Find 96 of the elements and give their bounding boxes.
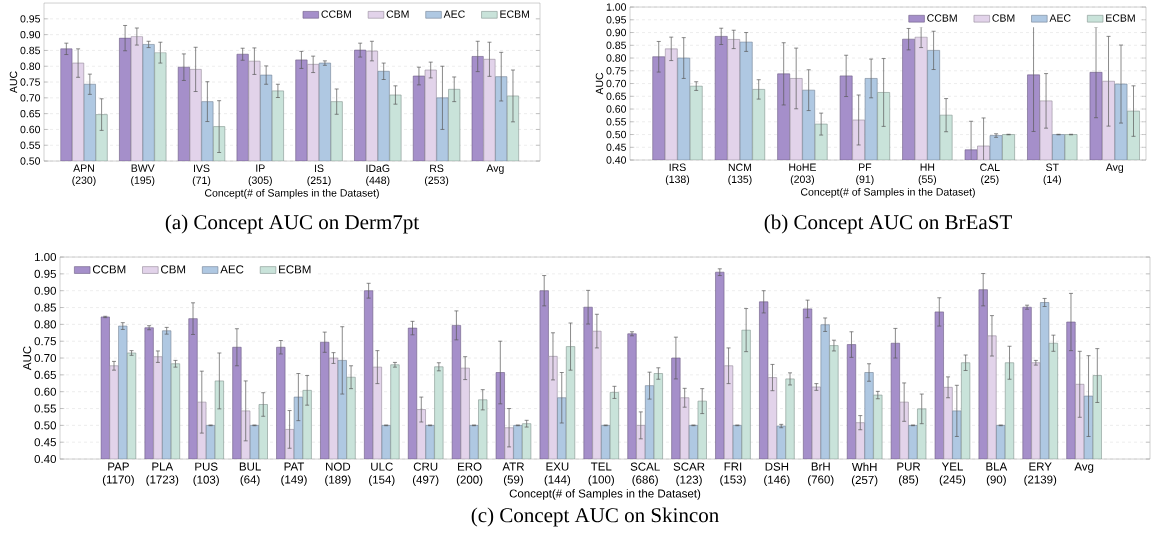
- x-tick-label: BLA (90): [986, 462, 1008, 486]
- legend-label: CCBM: [321, 10, 351, 18]
- x-tick-label: EXU (144): [544, 462, 571, 486]
- y-tick-label: 0.60: [20, 125, 41, 134]
- y-tick-label: 0.70: [606, 79, 627, 88]
- y-tick-label: 0.70: [34, 353, 57, 363]
- y-tick-label: 0.65: [34, 370, 56, 379]
- y-tick-label: 0.60: [34, 387, 57, 396]
- legend-label: CBM: [992, 14, 1015, 22]
- y-tick-label: 0.95: [34, 269, 56, 278]
- y-tick-label: 0.95: [606, 16, 627, 24]
- y-tick-label: 1.00: [606, 3, 627, 11]
- legend-label: AEC: [443, 10, 465, 18]
- text: (a) Concept AUC on Derm7pt: [165, 214, 420, 234]
- y-tick-label: 0.55: [34, 404, 56, 413]
- x-tick-label: IP (305): [248, 164, 272, 186]
- x-axis-title: Concept(# of Samples in the Dataset): [800, 187, 975, 198]
- y-tick-label: 0.90: [20, 30, 41, 39]
- x-tick-label: APN (230): [72, 164, 96, 186]
- text: (b) Concept AUC on BrEaST: [764, 214, 1012, 234]
- y-tick-label: 0.50: [34, 421, 57, 430]
- y-tick-label: 0.50: [606, 130, 627, 139]
- y-tick-label: 0.45: [34, 438, 56, 447]
- x-tick-label: ATR (59): [502, 462, 525, 486]
- x-tick-label: Avg: [1074, 462, 1094, 473]
- x-tick-label: TEL (100): [588, 462, 614, 486]
- x-tick-label: BUL (64): [239, 462, 261, 486]
- x-tick-label: ERY (2139): [1024, 462, 1057, 486]
- x-axis-title: Concept(# of Samples in the Dataset): [205, 188, 379, 199]
- x-tick-label: RS (253): [424, 164, 449, 187]
- x-tick-label: HH (55): [918, 163, 937, 185]
- y-tick-label: 0.75: [606, 67, 627, 75]
- y-tick-label: 0.85: [34, 303, 56, 312]
- y-tick-label: 0.85: [606, 41, 627, 49]
- y-tick-label: 0.80: [606, 54, 627, 62]
- x-tick-label: SCAR (123): [673, 462, 705, 486]
- x-tick-label: PF (91): [856, 163, 874, 185]
- x-tick-label: Avg: [1105, 163, 1124, 173]
- y-tick-label: 0.55: [606, 118, 627, 126]
- y-tick-label: 0.65: [606, 92, 627, 100]
- x-tick-label: BrH (760): [808, 462, 834, 486]
- x-tick-label: DSH (146): [764, 462, 790, 486]
- x-tick-label: IVS (71): [192, 164, 211, 187]
- y-tick-label: 0.40: [606, 156, 627, 164]
- y-tick-label: 0.45: [606, 143, 627, 151]
- legend-label: AEC: [220, 265, 244, 274]
- x-tick-label: NCM (135): [728, 163, 752, 186]
- legend-label: ECBM: [500, 10, 529, 18]
- x-tick-label: PUS (103): [193, 462, 219, 486]
- x-axis-title: Concept(# of Samples in the Dataset): [509, 489, 701, 500]
- x-tick-label: Avg: [486, 164, 504, 174]
- y-tick-label: 0.70: [20, 94, 41, 102]
- x-tick-label: CAL (25): [980, 163, 1000, 186]
- y-tick-label: 0.90: [34, 286, 57, 295]
- y-tick-label: 0.75: [20, 78, 41, 86]
- x-tick-label: ERO (200): [456, 462, 483, 486]
- x-tick-label: ST (14): [1043, 163, 1061, 186]
- x-tick-label: CRU (497): [412, 462, 439, 486]
- x-tick-label: ULC (154): [369, 462, 395, 486]
- legend-label: CBM: [386, 10, 409, 18]
- y-axis-title: AUC: [23, 346, 32, 371]
- y-tick-label: 0.55: [20, 141, 41, 149]
- y-tick-label: 0.50: [20, 157, 41, 165]
- legend-label: CBM: [161, 265, 186, 274]
- y-tick-label: 0.60: [606, 105, 627, 113]
- y-tick-label: 1.00: [34, 252, 57, 262]
- x-tick-label: NOD (189): [325, 462, 351, 486]
- x-tick-label: PLA (1723): [146, 462, 179, 486]
- y-tick-label: 0.65: [20, 109, 41, 118]
- y-tick-label: 0.80: [34, 320, 57, 329]
- y-tick-label: 0.75: [34, 337, 56, 346]
- y-axis-title: AUC: [9, 71, 18, 94]
- y-tick-label: 0.90: [606, 28, 627, 37]
- x-tick-label: PAP (1170): [102, 462, 134, 486]
- x-tick-label: FRI (153): [720, 462, 746, 486]
- x-tick-label: PAT (149): [281, 462, 307, 486]
- x-tick-label: IDaG (448): [366, 164, 390, 187]
- y-tick-label: 0.85: [20, 46, 41, 55]
- legend-label: CCBM: [927, 14, 957, 22]
- legend-label: CCBM: [92, 265, 126, 274]
- x-tick-label: PUR (85): [897, 462, 921, 486]
- x-tick-label: YEL (245): [939, 462, 966, 486]
- y-tick-label: 0.40: [34, 454, 57, 464]
- x-tick-label: BWV (195): [131, 164, 155, 186]
- x-tick-label: WhH (257): [851, 462, 878, 487]
- y-tick-label: 0.95: [20, 15, 41, 23]
- y-axis-title: AUC: [595, 72, 604, 95]
- x-tick-label: IRS (138): [665, 163, 690, 186]
- legend-label: ECBM: [1106, 14, 1135, 22]
- x-tick-label: SCAL (686): [630, 462, 660, 486]
- legend-label: AEC: [1049, 14, 1071, 22]
- x-tick-label: HoHE (203): [789, 163, 816, 185]
- x-tick-label: IS (251): [307, 164, 331, 187]
- y-tick-label: 0.80: [20, 62, 41, 70]
- legend-label: ECBM: [279, 265, 311, 274]
- text: (c) Concept AUC on Skincon: [471, 507, 719, 527]
